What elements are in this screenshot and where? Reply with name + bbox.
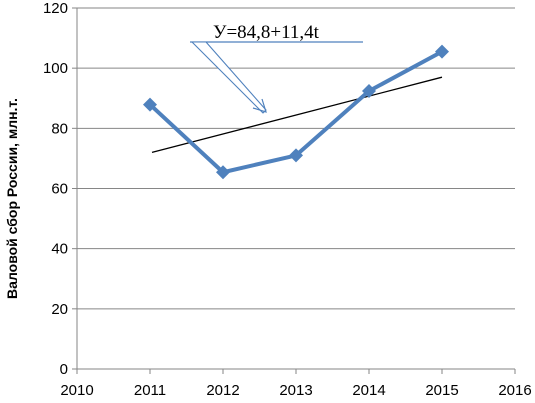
y-tick-label: 0 [60,361,68,378]
annotation-arrow [191,41,267,114]
data-point [289,148,303,163]
y-tick-label: 20 [51,301,68,318]
gridlines [77,7,515,310]
trendline-line [151,76,443,154]
trendline [151,76,443,154]
data-point [435,44,449,59]
x-tick-label: 2013 [279,382,312,399]
y-tick-labels: 0 20 40 60 80 100 120 [43,0,68,378]
x-tick-labels: 2010 2011 2012 2013 2014 2015 2016 [60,382,531,399]
y-tick-label: 100 [43,60,68,77]
annotation-arrowhead [252,98,267,113]
data-point [362,84,376,99]
data-point [216,165,230,180]
x-tick-label: 2014 [352,382,385,399]
x-tick-label: 2010 [60,382,93,399]
y-tick-label: 120 [43,0,68,17]
x-tick-label: 2015 [425,382,458,399]
annotation: У=84,8+11,4t [190,22,363,114]
data-point [143,97,157,112]
y-tick-label: 60 [51,181,68,198]
x-tick-label: 2016 [498,382,531,399]
x-tick-label: 2011 [134,382,166,399]
series [143,44,449,180]
x-tick-label: 2012 [206,382,239,399]
y-axis-title: Валовой сбор России, млн.т. [4,98,20,299]
axes [72,7,516,374]
annotation-text: У=84,8+11,4t [213,22,320,43]
y-tick-label: 80 [51,120,68,137]
y-tick-label: 40 [51,241,68,258]
